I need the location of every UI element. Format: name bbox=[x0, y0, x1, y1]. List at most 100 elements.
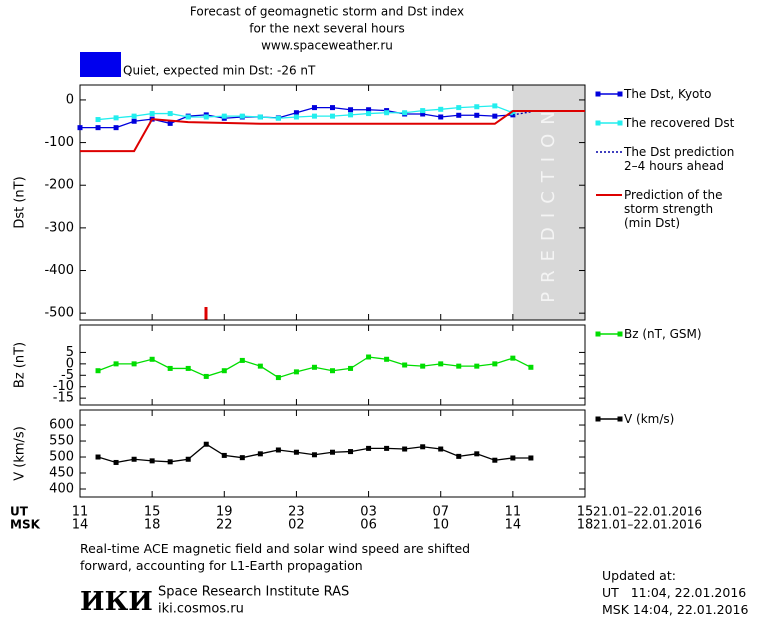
data-point bbox=[384, 356, 390, 362]
data-point bbox=[167, 111, 173, 117]
data-point bbox=[185, 456, 191, 462]
data-point bbox=[203, 373, 209, 379]
legend-label: V (km/s) bbox=[624, 412, 675, 426]
legend: The Dst, Kyoto The recovered Dst The Dst p… bbox=[594, 87, 734, 245]
data-point bbox=[366, 107, 372, 113]
data-point bbox=[131, 113, 137, 119]
data-point bbox=[275, 447, 281, 453]
data-point bbox=[77, 125, 83, 131]
data-point bbox=[311, 113, 317, 119]
legend-swatch bbox=[595, 120, 623, 126]
data-point bbox=[239, 455, 245, 461]
status-text: Quiet, expected min Dst: -26 nT bbox=[123, 64, 316, 78]
legend-item: The Dst, Kyoto bbox=[594, 87, 734, 101]
data-point bbox=[420, 111, 426, 117]
y-tick-label: -400 bbox=[44, 263, 74, 278]
data-point bbox=[131, 118, 137, 124]
updated-msk: MSK 14:04, 22.01.2016 bbox=[602, 602, 749, 617]
legend-item: Bz (nT, GSM) bbox=[594, 327, 702, 341]
x-tick-label-msk: 06 bbox=[360, 518, 377, 533]
data-point bbox=[221, 452, 227, 458]
data-point bbox=[384, 110, 390, 116]
legend-swatch bbox=[596, 194, 622, 196]
legend-label: Prediction of the storm strength (min Ds… bbox=[624, 188, 723, 230]
data-point bbox=[366, 111, 372, 117]
data-point bbox=[131, 361, 137, 367]
legend-marker bbox=[595, 416, 601, 422]
data-point bbox=[456, 363, 462, 369]
x-tick-label-msk: 14 bbox=[72, 518, 89, 533]
data-point bbox=[474, 451, 480, 457]
data-point bbox=[113, 125, 119, 131]
y-tick-label: 5 bbox=[66, 345, 74, 360]
data-point bbox=[95, 117, 101, 123]
ut-label: UT bbox=[10, 505, 29, 519]
data-point bbox=[510, 455, 516, 461]
legend-marker bbox=[617, 91, 623, 97]
institute: Space Research Institute RAS bbox=[158, 585, 349, 600]
x-tick-label-msk: 14 bbox=[505, 518, 522, 533]
data-point bbox=[311, 105, 317, 111]
data-point bbox=[221, 113, 227, 119]
legend: V (km/s) bbox=[594, 412, 674, 441]
y-axis-label: V (km/s) bbox=[13, 426, 28, 481]
site: iki.cosmos.ru bbox=[158, 602, 244, 617]
y-tick-label: -10 bbox=[53, 379, 74, 394]
data-point bbox=[311, 364, 317, 370]
updated-title: Updated at: bbox=[602, 568, 676, 583]
legend-marker bbox=[617, 120, 623, 126]
data-point bbox=[167, 120, 173, 126]
title-line: www.spaceweather.ru bbox=[261, 39, 393, 53]
x-tick-label: 11 bbox=[505, 505, 522, 520]
data-point bbox=[492, 457, 498, 463]
y-tick-label: 450 bbox=[49, 466, 74, 481]
legend-marker bbox=[595, 120, 601, 126]
x-tick-label-msk: 02 bbox=[288, 518, 305, 533]
y-tick-label: -500 bbox=[44, 306, 74, 321]
data-point bbox=[510, 110, 516, 116]
y-tick-label: 500 bbox=[49, 450, 74, 465]
series-line bbox=[80, 110, 585, 153]
data-point bbox=[185, 365, 191, 371]
data-point bbox=[420, 444, 426, 450]
data-point bbox=[311, 452, 317, 458]
y-tick-label: 600 bbox=[49, 418, 74, 433]
data-point bbox=[257, 451, 263, 457]
legend-item: V (km/s) bbox=[594, 412, 674, 426]
data-point bbox=[330, 449, 335, 455]
legend-swatch bbox=[596, 151, 622, 153]
legend-swatch bbox=[595, 416, 623, 422]
data-point bbox=[330, 105, 335, 111]
data-point bbox=[167, 459, 173, 465]
data-point bbox=[474, 112, 480, 118]
data-point bbox=[438, 361, 444, 367]
panel-frame bbox=[79, 409, 586, 498]
data-point bbox=[330, 113, 335, 119]
data-point bbox=[95, 454, 101, 460]
data-point bbox=[528, 364, 534, 370]
legend-label: Bz (nT, GSM) bbox=[624, 327, 702, 341]
data-point bbox=[113, 459, 119, 465]
data-point bbox=[221, 368, 227, 374]
data-point bbox=[149, 111, 155, 117]
x-tick-label: 19 bbox=[216, 505, 233, 520]
y-tick-label: 0 bbox=[66, 92, 74, 107]
data-point bbox=[402, 362, 408, 368]
logo: ИКИ bbox=[80, 587, 153, 617]
x-tick-label-msk: 18 bbox=[577, 518, 594, 533]
data-point bbox=[348, 365, 354, 371]
data-point bbox=[257, 114, 263, 120]
y-tick-label: -300 bbox=[44, 220, 74, 235]
x-tick-label: 03 bbox=[360, 505, 377, 520]
y-tick-label: 0 bbox=[66, 356, 74, 371]
legend-label: The Dst prediction 2–4 hours ahead bbox=[624, 145, 735, 173]
legend-item: Prediction of the storm strength (min Ds… bbox=[594, 188, 734, 230]
data-point bbox=[402, 446, 408, 452]
data-point bbox=[257, 363, 263, 369]
legend-marker bbox=[617, 416, 623, 422]
x-tick-label-msk: 18 bbox=[144, 518, 161, 533]
legend-label: The recovered Dst bbox=[624, 116, 735, 130]
data-point bbox=[420, 108, 426, 114]
